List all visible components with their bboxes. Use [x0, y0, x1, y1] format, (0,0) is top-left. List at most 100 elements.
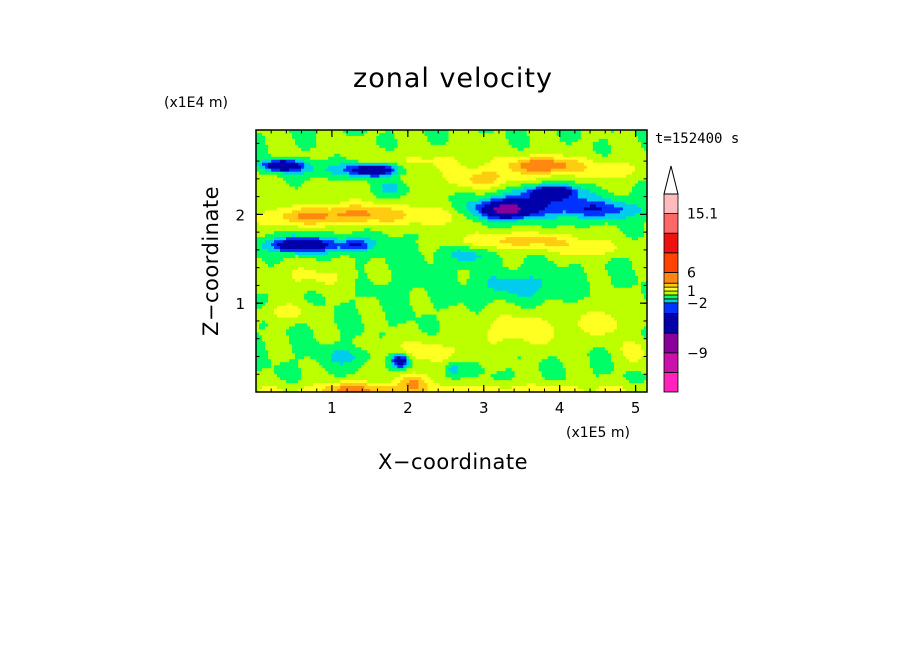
- field-cell: [475, 147, 479, 152]
- field-cell: [586, 130, 591, 134]
- field-cell: [280, 147, 284, 152]
- field-cell: [610, 240, 615, 244]
- field-cell: [376, 165, 380, 170]
- field-cell: [565, 237, 570, 241]
- field-cell: [292, 144, 296, 149]
- field-cell: [262, 135, 266, 140]
- field-cell: [334, 204, 338, 208]
- field-cell: [388, 204, 392, 208]
- field-cell: [505, 240, 510, 244]
- field-cell: [421, 207, 425, 211]
- field-cell: [406, 237, 410, 241]
- field-cell: [565, 234, 570, 238]
- field-cell: [493, 186, 498, 190]
- field-cell: [568, 183, 573, 187]
- field-cell: [259, 168, 263, 173]
- field-cell: [295, 222, 299, 226]
- field-cell: [316, 207, 320, 211]
- field-cell: [433, 213, 437, 217]
- field-cell: [325, 162, 329, 167]
- field-cell: [433, 144, 437, 149]
- field-cell: [478, 204, 482, 208]
- field-cell: [427, 130, 431, 134]
- field-cell: [610, 141, 615, 146]
- field-cell: [571, 162, 576, 167]
- field-cell: [514, 150, 519, 155]
- field-cell: [337, 237, 341, 241]
- field-cell: [430, 177, 434, 182]
- field-cell: [298, 240, 302, 244]
- field-cell: [640, 177, 645, 182]
- field-cell: [463, 198, 467, 202]
- field-cell: [373, 165, 377, 170]
- field-cell: [628, 144, 633, 149]
- field-cell: [274, 216, 278, 220]
- field-cell: [268, 162, 272, 167]
- field-cell: [454, 162, 458, 167]
- field-cell: [286, 150, 290, 155]
- field-cell: [289, 231, 293, 235]
- field-cell: [595, 135, 600, 140]
- field-cell: [391, 135, 395, 140]
- field-cell: [322, 243, 326, 247]
- field-cell: [295, 198, 299, 202]
- field-cell: [463, 159, 467, 164]
- field-cell: [514, 177, 519, 182]
- field-cell: [367, 222, 371, 226]
- field-cell: [538, 156, 543, 161]
- field-cell: [526, 153, 531, 158]
- field-cell: [310, 147, 314, 152]
- field-cell: [334, 171, 338, 176]
- field-cell: [577, 174, 582, 179]
- field-cell: [469, 240, 473, 244]
- field-cell: [298, 138, 302, 143]
- field-cell: [316, 138, 320, 143]
- field-cell: [448, 138, 452, 143]
- field-cell: [622, 150, 627, 155]
- field-cell: [472, 168, 476, 173]
- field-cell: [403, 234, 407, 238]
- field-cell: [391, 174, 395, 179]
- field-cell: [286, 204, 290, 208]
- field-cell: [256, 237, 260, 241]
- field-cell: [478, 189, 482, 193]
- field-cell: [418, 150, 422, 155]
- field-cell: [631, 183, 636, 187]
- field-cell: [445, 240, 449, 244]
- field-cell: [400, 138, 404, 143]
- field-cell: [298, 186, 302, 190]
- field-cell: [475, 237, 479, 241]
- field-cell: [307, 144, 311, 149]
- field-cell: [460, 237, 464, 241]
- field-cell: [466, 165, 470, 170]
- field-cell: [286, 189, 290, 193]
- field-cell: [361, 234, 365, 238]
- field-cell: [346, 132, 350, 137]
- field-cell: [595, 186, 600, 190]
- field-cell: [271, 234, 275, 238]
- field-cell: [538, 195, 543, 199]
- field-cell: [262, 156, 266, 161]
- field-cell: [409, 177, 413, 182]
- field-cell: [349, 216, 353, 220]
- field-cell: [550, 240, 555, 244]
- field-cell: [295, 231, 299, 235]
- field-cell: [319, 237, 323, 241]
- field-cell: [475, 231, 479, 235]
- field-cell: [361, 156, 365, 161]
- field-cell: [280, 159, 284, 164]
- field-cell: [292, 138, 296, 143]
- field-cell: [262, 225, 266, 229]
- field-cell: [619, 171, 624, 176]
- field-cell: [379, 183, 383, 187]
- field-cell: [349, 204, 353, 208]
- field-cell: [349, 171, 353, 176]
- field-cell: [322, 159, 326, 164]
- field-cell: [271, 192, 275, 196]
- field-cell: [430, 159, 434, 164]
- field-cell: [376, 183, 380, 187]
- field-cell: [256, 189, 260, 193]
- field-cell: [556, 189, 561, 193]
- field-cell: [298, 168, 302, 173]
- field-cell: [436, 228, 440, 232]
